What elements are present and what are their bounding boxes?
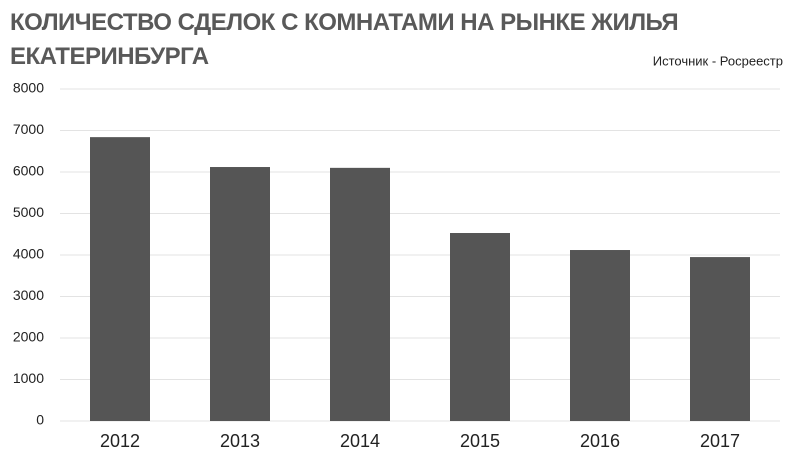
x-tick-label: 2012 (100, 431, 140, 451)
bar (450, 233, 510, 421)
y-tick-label: 7000 (13, 121, 44, 137)
source: Источник - Росреестр (653, 53, 783, 68)
y-tick-label: 2000 (13, 329, 44, 345)
y-tick-label: 6000 (13, 163, 44, 179)
bar (210, 167, 270, 421)
x-tick-label: 2016 (580, 431, 620, 451)
y-tick-label: 1000 (13, 370, 44, 386)
y-tick-label: 0 (36, 412, 44, 428)
x-tick-label: 2017 (700, 431, 740, 451)
y-tick-label: 8000 (13, 80, 44, 96)
bar (90, 137, 150, 421)
y-tick-label: 4000 (13, 246, 44, 262)
x-tick-label: 2013 (220, 431, 260, 451)
y-tick-label: 3000 (13, 287, 44, 303)
x-tick-label: 2015 (460, 431, 500, 451)
bar (690, 257, 750, 421)
chart-title: КОЛИЧЕСТВО СДЕЛОК С КОМНАТАМИ НА РЫНКЕ Ж… (10, 9, 679, 70)
bar (570, 250, 630, 421)
bar (330, 167, 390, 421)
y-tick-label: 5000 (13, 204, 44, 220)
x-tick-label: 2014 (340, 431, 380, 451)
